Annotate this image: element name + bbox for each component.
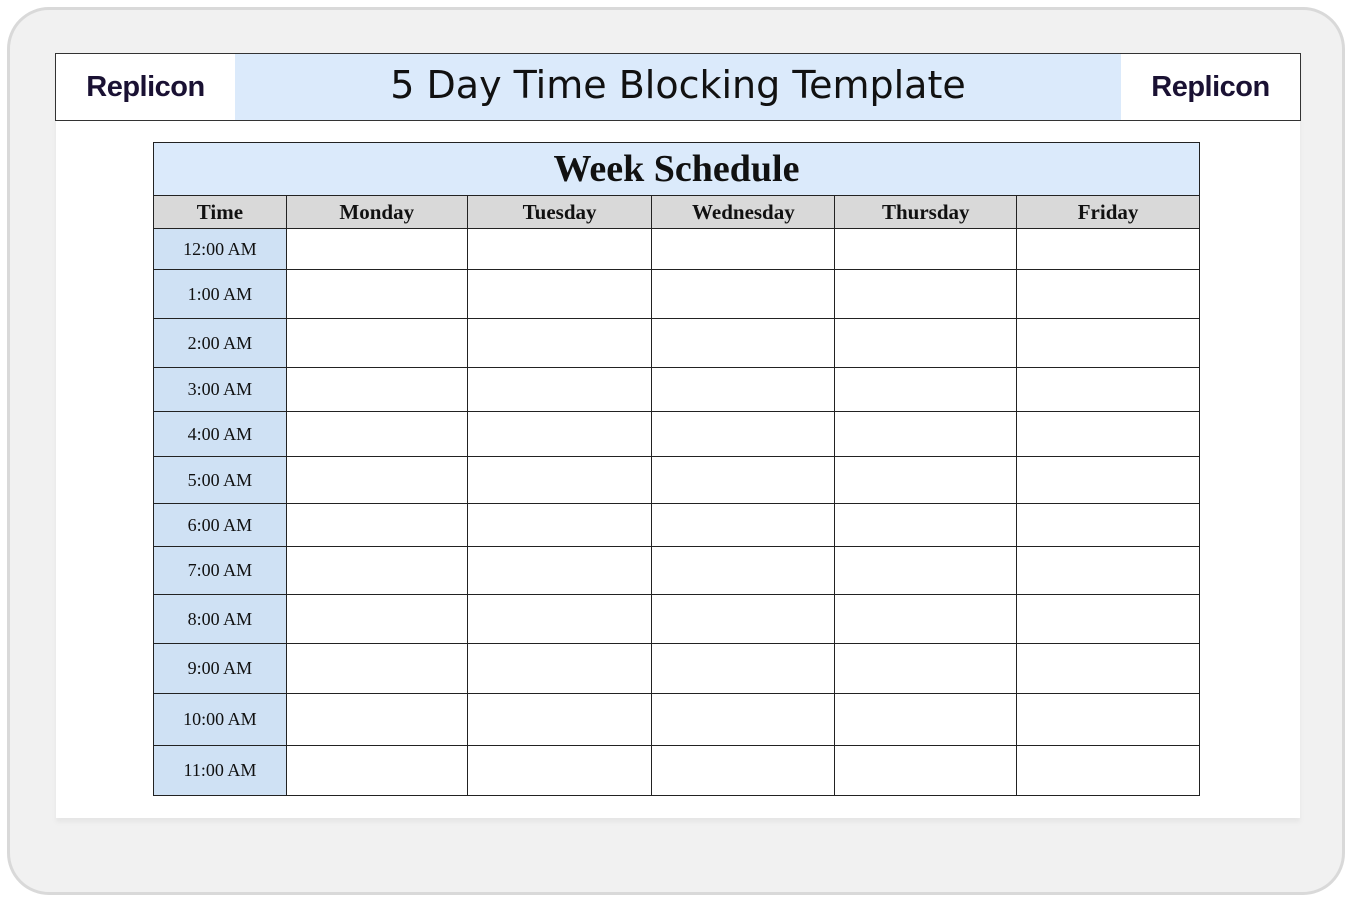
time-slot-tuesday[interactable] xyxy=(466,503,653,547)
time-slot-monday[interactable] xyxy=(285,594,468,644)
time-slot-friday[interactable] xyxy=(1016,228,1200,270)
time-slot-wednesday[interactable] xyxy=(651,411,836,457)
week-schedule-table: Week Schedule Time Monday Tuesday Wednesday… xyxy=(153,142,1200,796)
time-slot-tuesday[interactable] xyxy=(466,318,653,368)
time-slot-friday[interactable] xyxy=(1016,745,1200,796)
table-row: 12:00 AM xyxy=(153,228,1200,270)
time-slot-friday[interactable] xyxy=(1016,546,1200,595)
time-slot-friday[interactable] xyxy=(1016,594,1200,644)
time-slot-wednesday[interactable] xyxy=(651,693,836,746)
time-slot-wednesday[interactable] xyxy=(651,745,836,796)
time-label: 9:00 AM xyxy=(153,643,287,694)
table-row: 7:00 AM xyxy=(153,546,1200,595)
time-slot-tuesday[interactable] xyxy=(466,411,653,457)
time-slot-thursday[interactable] xyxy=(834,456,1018,504)
time-slot-monday[interactable] xyxy=(285,367,468,412)
time-slot-tuesday[interactable] xyxy=(466,594,653,644)
time-slot-friday[interactable] xyxy=(1016,318,1200,368)
table-row: 11:00 AM xyxy=(153,745,1200,796)
time-label: 2:00 AM xyxy=(153,318,287,368)
time-label: 11:00 AM xyxy=(153,745,287,796)
time-slot-monday[interactable] xyxy=(285,318,468,368)
time-slot-wednesday[interactable] xyxy=(651,367,836,412)
time-slot-tuesday[interactable] xyxy=(466,745,653,796)
time-slot-wednesday[interactable] xyxy=(651,228,836,270)
time-label: 5:00 AM xyxy=(153,456,287,504)
table-row: 5:00 AM xyxy=(153,456,1200,504)
time-slot-monday[interactable] xyxy=(285,456,468,504)
time-label: 7:00 AM xyxy=(153,546,287,595)
column-header-wednesday: Wednesday xyxy=(651,195,836,229)
time-slot-monday[interactable] xyxy=(285,269,468,319)
time-slot-thursday[interactable] xyxy=(834,643,1018,694)
time-slot-monday[interactable] xyxy=(285,546,468,595)
table-row: 10:00 AM xyxy=(153,693,1200,746)
time-label: 4:00 AM xyxy=(153,411,287,457)
time-slot-friday[interactable] xyxy=(1016,411,1200,457)
time-slot-wednesday[interactable] xyxy=(651,318,836,368)
time-slot-monday[interactable] xyxy=(285,503,468,547)
time-slot-tuesday[interactable] xyxy=(466,643,653,694)
table-row: 3:00 AM xyxy=(153,367,1200,412)
time-slot-friday[interactable] xyxy=(1016,503,1200,547)
time-label: 8:00 AM xyxy=(153,594,287,644)
time-label: 12:00 AM xyxy=(153,228,287,270)
table-row: 6:00 AM xyxy=(153,503,1200,547)
time-slot-friday[interactable] xyxy=(1016,367,1200,412)
time-slot-tuesday[interactable] xyxy=(466,269,653,319)
time-label: 6:00 AM xyxy=(153,503,287,547)
time-slot-thursday[interactable] xyxy=(834,269,1018,319)
time-slot-monday[interactable] xyxy=(285,693,468,746)
column-header-time: Time xyxy=(153,195,287,229)
column-header-friday: Friday xyxy=(1016,195,1200,229)
time-slot-tuesday[interactable] xyxy=(466,693,653,746)
table-row: 8:00 AM xyxy=(153,594,1200,644)
time-slot-tuesday[interactable] xyxy=(466,228,653,270)
time-slot-wednesday[interactable] xyxy=(651,456,836,504)
time-slot-thursday[interactable] xyxy=(834,594,1018,644)
column-header-thursday: Thursday xyxy=(834,195,1018,229)
time-slot-wednesday[interactable] xyxy=(651,269,836,319)
time-slot-thursday[interactable] xyxy=(834,693,1018,746)
time-slot-monday[interactable] xyxy=(285,228,468,270)
replicon-logo-right: Replicon xyxy=(1121,54,1300,120)
time-slot-thursday[interactable] xyxy=(834,367,1018,412)
time-slot-wednesday[interactable] xyxy=(651,594,836,644)
time-slot-monday[interactable] xyxy=(285,411,468,457)
time-slot-friday[interactable] xyxy=(1016,456,1200,504)
column-header-tuesday: Tuesday xyxy=(466,195,653,229)
time-slot-friday[interactable] xyxy=(1016,269,1200,319)
time-slot-thursday[interactable] xyxy=(834,745,1018,796)
time-slot-wednesday[interactable] xyxy=(651,546,836,595)
replicon-logo-left: Replicon xyxy=(56,54,235,120)
table-row: 1:00 AM xyxy=(153,269,1200,319)
time-slot-friday[interactable] xyxy=(1016,693,1200,746)
time-slot-tuesday[interactable] xyxy=(466,456,653,504)
time-label: 1:00 AM xyxy=(153,269,287,319)
time-slot-thursday[interactable] xyxy=(834,411,1018,457)
time-label: 3:00 AM xyxy=(153,367,287,412)
table-row: 4:00 AM xyxy=(153,411,1200,457)
time-slot-wednesday[interactable] xyxy=(651,503,836,547)
time-label: 10:00 AM xyxy=(153,693,287,746)
time-slot-tuesday[interactable] xyxy=(466,546,653,595)
table-row: 2:00 AM xyxy=(153,318,1200,368)
time-slot-thursday[interactable] xyxy=(834,228,1018,270)
banner-title: 5 Day Time Blocking Template xyxy=(390,63,966,107)
time-slot-monday[interactable] xyxy=(285,643,468,694)
time-slot-wednesday[interactable] xyxy=(651,643,836,694)
time-slot-thursday[interactable] xyxy=(834,318,1018,368)
banner: Replicon 5 Day Time Blocking Template Re… xyxy=(55,53,1301,121)
time-slot-monday[interactable] xyxy=(285,745,468,796)
time-slot-thursday[interactable] xyxy=(834,503,1018,547)
time-slot-friday[interactable] xyxy=(1016,643,1200,694)
table-row: 9:00 AM xyxy=(153,643,1200,694)
time-slot-tuesday[interactable] xyxy=(466,367,653,412)
schedule-title: Week Schedule xyxy=(153,142,1200,196)
column-header-monday: Monday xyxy=(285,195,468,229)
time-slot-thursday[interactable] xyxy=(834,546,1018,595)
